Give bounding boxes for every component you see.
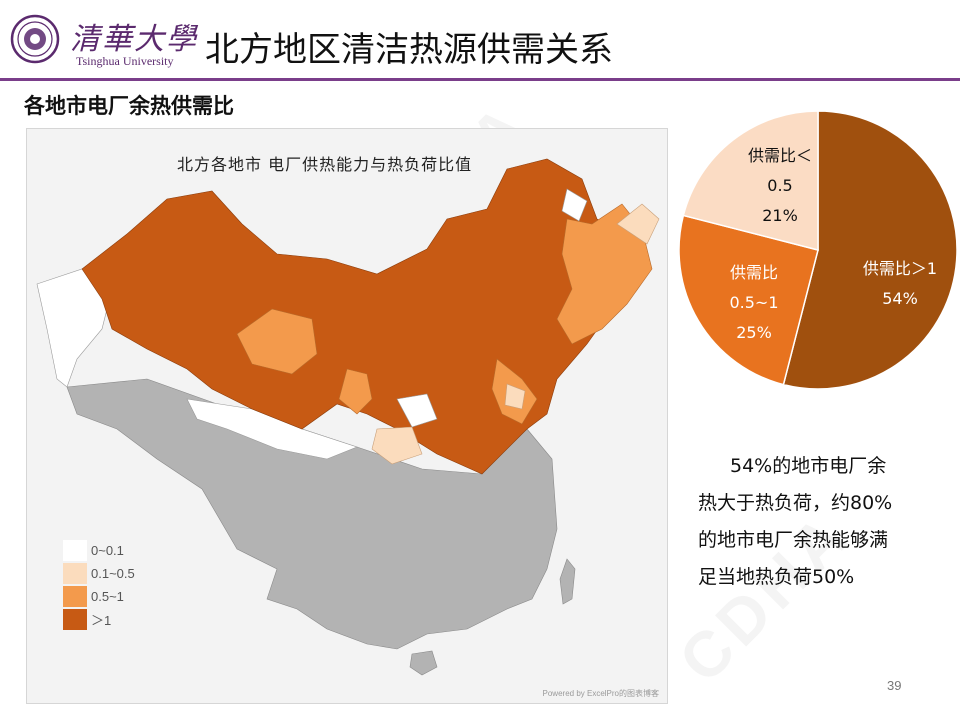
note-line: 的地市电厂余热能够满 xyxy=(698,529,889,551)
title-divider xyxy=(0,78,960,81)
note-line: 足当地热负荷50% xyxy=(698,566,855,588)
logo-chinese: 清華大學 xyxy=(70,22,198,57)
pie-label-gt1-line: 54% xyxy=(882,289,918,308)
logo-english: Tsinghua University xyxy=(76,54,174,68)
pie-label-low: 供需比＜ 0.5 21% xyxy=(734,141,826,231)
legend-swatch xyxy=(63,563,87,584)
legend-label: 0~0.1 xyxy=(91,543,124,558)
taiwan-shape xyxy=(559,558,576,605)
page-number: 39 xyxy=(887,678,902,693)
legend-item: 0.5~1 xyxy=(63,585,135,608)
pie-svg xyxy=(678,110,958,390)
pie-label-low-line: 0.5 xyxy=(767,176,793,195)
central-white-patch xyxy=(396,393,438,428)
note-line: 热大于热负荷，约80% xyxy=(698,492,893,514)
legend-label: ＞1 xyxy=(91,613,112,628)
pie-slice-1 xyxy=(678,214,819,386)
legend-item: 0~0.1 xyxy=(63,539,135,562)
central-low-patch xyxy=(371,426,423,465)
hainan-shape xyxy=(409,650,438,676)
pie-slice-2 xyxy=(682,110,819,251)
pie-chart: 供需比＞1 54% 供需比 0.5~1 25% 供需比＜ 0.5 21% xyxy=(676,108,960,392)
map-title: 北方各地市 电厂供热能力与热负荷比值 xyxy=(177,155,473,174)
legend-swatch xyxy=(63,540,87,561)
university-seal-icon xyxy=(10,14,60,64)
map-panel: 北方各地市 电厂供热能力与热负荷比值 0~0.1 0.1~0.5 0.5~1 ＞… xyxy=(26,128,668,704)
map-credit: Powered by ExcelPro的图表博客 xyxy=(542,689,659,698)
legend-item: 0.1~0.5 xyxy=(63,562,135,585)
qinghai-medium-patch xyxy=(236,308,318,375)
legend-swatch xyxy=(63,609,87,630)
section-subtitle: 各地市电厂余热供需比 xyxy=(24,94,234,118)
northeast-low-patch xyxy=(616,203,660,245)
pie-label-mid-line: 25% xyxy=(736,323,772,342)
legend-label: 0.1~0.5 xyxy=(91,566,135,581)
china-map xyxy=(36,158,660,676)
northeast-medium-patch xyxy=(556,203,653,345)
note-line: 54%的地市电厂余 xyxy=(730,455,887,477)
slide-title: 北方地区清洁热源供需关系 xyxy=(205,30,613,70)
pie-label-mid-line: 0.5~1 xyxy=(729,293,779,312)
summary-note: 54%的地市电厂余 热大于热负荷，约80% 的地市电厂余热能够满 足当地热负荷5… xyxy=(698,448,928,596)
pie-label-low-line: 21% xyxy=(762,206,798,225)
inner-mongolia-white-patch xyxy=(561,188,588,222)
east-low-patch xyxy=(504,383,526,410)
pie-label-mid: 供需比 0.5~1 25% xyxy=(712,258,796,348)
pie-label-mid-line: 供需比 xyxy=(729,263,778,282)
legend-item: ＞1 xyxy=(63,608,135,631)
central-medium-patch xyxy=(338,368,373,415)
legend-label: 0.5~1 xyxy=(91,589,124,604)
legend-swatch xyxy=(63,586,87,607)
university-logo: 清華大學 Tsinghua University xyxy=(10,10,200,70)
pie-label-low-line: 供需比＜ xyxy=(747,146,812,165)
pie-slice-0 xyxy=(782,110,958,390)
pie-label-gt1-line: 供需比＞1 xyxy=(862,259,938,278)
pie-label-gt1: 供需比＞1 54% xyxy=(852,254,948,314)
map-legend: 0~0.1 0.1~0.5 0.5~1 ＞1 xyxy=(63,539,135,631)
